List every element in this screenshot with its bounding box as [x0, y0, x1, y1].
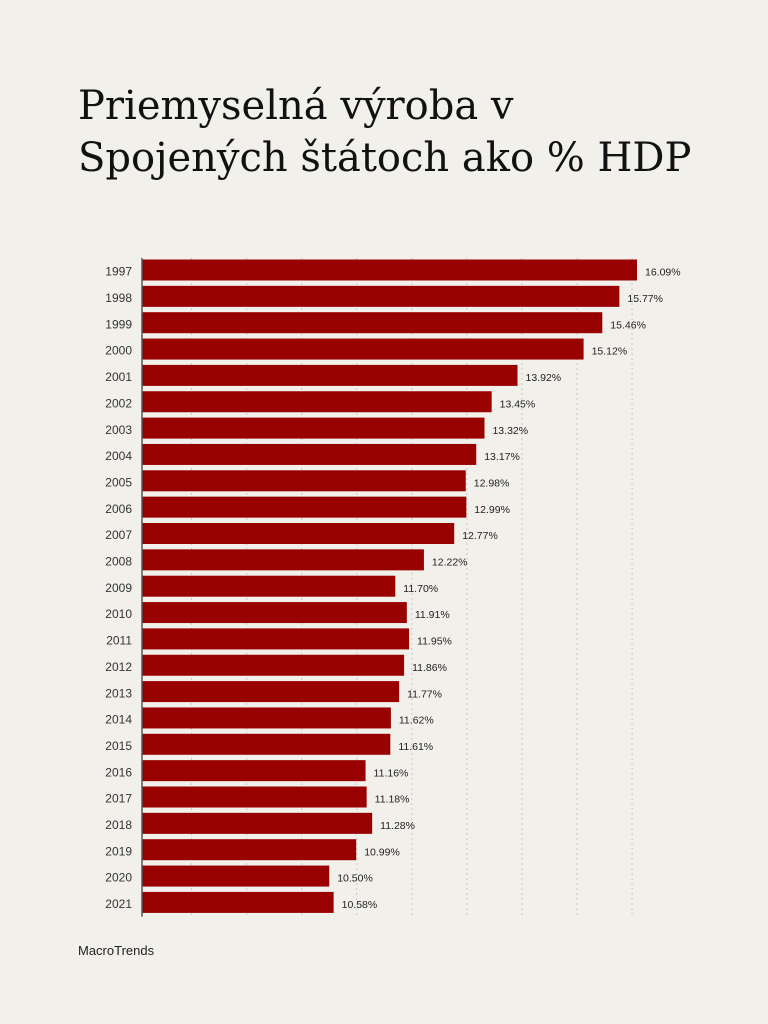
value-label-2000: 15.12% [592, 346, 628, 358]
value-label-2012: 11.86% [412, 662, 447, 674]
category-label-2012: 2012 [105, 660, 132, 674]
category-label-2019: 2019 [105, 844, 132, 858]
value-label-2021: 10.58% [342, 899, 378, 911]
category-label-2013: 2013 [105, 686, 132, 700]
bar-2012 [142, 654, 405, 676]
category-label-2004: 2004 [105, 449, 132, 463]
bar-1998 [142, 285, 620, 307]
value-label-2002: 13.45% [500, 398, 536, 410]
category-label-2017: 2017 [105, 792, 132, 806]
category-label-1998: 1998 [105, 291, 132, 305]
value-label-2013: 11.77% [407, 688, 442, 700]
value-label-2007: 12.77% [462, 530, 498, 542]
category-label-1997: 1997 [105, 265, 132, 279]
bar-1997 [142, 259, 637, 281]
bar-2000 [142, 338, 584, 360]
category-label-2005: 2005 [105, 475, 132, 489]
value-label-2014: 11.62% [399, 715, 434, 727]
value-label-2015: 11.61% [398, 741, 433, 753]
bar-2021 [142, 891, 334, 913]
category-label-2007: 2007 [105, 528, 132, 542]
bar-2005 [142, 470, 466, 492]
value-label-2019: 10.99% [364, 846, 400, 858]
bar-2018 [142, 812, 373, 834]
bar-2013 [142, 681, 400, 703]
value-label-2008: 12.22% [432, 557, 468, 569]
bar-2011 [142, 628, 410, 650]
category-label-2008: 2008 [105, 555, 132, 569]
category-label-2011: 2011 [106, 634, 132, 648]
value-label-2016: 11.16% [374, 767, 409, 779]
category-label-2000: 2000 [105, 344, 132, 358]
chart-title-line-2: Spojených štátoch ako % HDP [78, 135, 692, 181]
category-label-2020: 2020 [105, 871, 132, 885]
value-label-2001: 13.92% [526, 372, 562, 384]
bar-2004 [142, 443, 477, 465]
value-label-2011: 11.95% [417, 636, 452, 648]
bar-2002 [142, 391, 492, 413]
source-label: MacroTrends [78, 943, 155, 958]
bar-2020 [142, 865, 330, 887]
category-label-2015: 2015 [105, 739, 132, 753]
value-label-1997: 16.09% [645, 267, 681, 279]
value-label-1998: 15.77% [627, 293, 663, 305]
bar-1999 [142, 312, 603, 334]
category-label-2010: 2010 [105, 607, 132, 621]
bar-2017 [142, 786, 367, 808]
category-label-2002: 2002 [105, 396, 132, 410]
bar-2009 [142, 575, 396, 597]
category-label-1999: 1999 [105, 317, 132, 331]
bar-2003 [142, 417, 485, 439]
value-label-2018: 11.28% [380, 820, 415, 832]
bar-2006 [142, 496, 467, 518]
bar-2015 [142, 733, 391, 755]
bar-2007 [142, 523, 455, 544]
value-label-2009: 11.70% [403, 583, 438, 595]
value-label-2003: 13.32% [492, 425, 528, 437]
chart-title-line-1: Priemyselná výroba v [78, 83, 514, 129]
category-label-2009: 2009 [105, 581, 132, 595]
bar-2010 [142, 602, 407, 624]
category-label-2016: 2016 [105, 765, 132, 779]
category-label-2018: 2018 [105, 818, 132, 832]
value-label-2010: 11.91% [415, 609, 450, 621]
bar-2014 [142, 707, 391, 729]
value-label-2004: 13.17% [484, 451, 520, 463]
value-label-1999: 15.46% [610, 319, 646, 331]
category-label-2014: 2014 [105, 713, 132, 727]
category-label-2006: 2006 [105, 502, 132, 516]
bar-2016 [142, 760, 366, 782]
bar-2019 [142, 839, 357, 861]
category-label-2003: 2003 [105, 423, 132, 437]
value-label-2005: 12.98% [474, 477, 510, 489]
bar-2001 [142, 364, 518, 386]
chart-title: Priemyselná výroba v Spojených štátoch a… [78, 80, 718, 184]
category-label-2021: 2021 [105, 897, 132, 911]
value-label-2017: 11.18% [375, 794, 410, 806]
value-label-2006: 12.99% [474, 504, 510, 516]
category-label-2001: 2001 [105, 370, 132, 384]
value-label-2020: 10.50% [337, 873, 373, 885]
bar-2008 [142, 549, 424, 571]
